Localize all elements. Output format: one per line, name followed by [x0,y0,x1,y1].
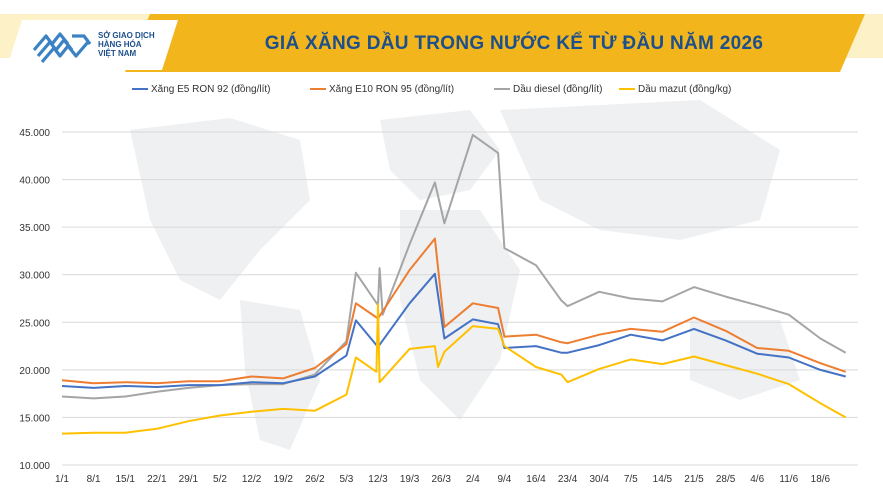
logo-line-1: SỞ GIAO DỊCH [98,31,155,40]
x-tick-label-18: 7/5 [624,474,638,485]
x-tick-label-24: 18/6 [811,474,831,485]
x-tick-label-12: 26/3 [431,474,451,485]
y-tick-label-3: 25.000 [19,318,50,329]
x-tick-label-22: 4/6 [750,474,764,485]
legend-item-mazut: Dầu mazut (đồng/kg) [619,84,731,95]
legend-label-e10: Xăng E10 RON 95 (đồng/lít) [329,84,455,95]
logo-text: SỞ GIAO DỊCH HÀNG HÓA VIỆT NAM [98,31,155,58]
chart-title: GIÁ XĂNG DẦU TRONG NƯỚC KỂ TỪ ĐẦU NĂM 20… [264,33,764,54]
y-tick-label-6: 40.000 [19,176,50,187]
legend-item-e5: Xăng E5 RON 92 (đồng/lít) [132,84,271,95]
x-tick-label-13: 2/4 [466,474,480,485]
legend-item-e10: Xăng E10 RON 95 (đồng/lít) [310,84,454,95]
legend-label-e5: Xăng E5 RON 92 (đồng/lít) [151,84,271,95]
x-tick-label-10: 12/3 [368,474,388,485]
y-tick-label-4: 30.000 [19,271,50,282]
series-line-e10 [61,237,847,385]
legend-swatch-diesel [494,88,510,91]
x-tick-label-23: 11/6 [779,474,798,485]
x-tick-label-16: 23/4 [558,474,578,485]
x-tick-label-0: 1/1 [55,474,69,485]
y-tick-label-7: 45.000 [19,128,50,139]
x-tick-label-11: 19/3 [400,474,420,485]
x-tick-label-9: 5/3 [339,474,353,485]
legend-swatch-e5 [132,88,148,91]
x-tick-label-3: 22/1 [147,474,167,485]
x-tick-label-2: 15/1 [115,474,135,485]
y-tick-label-1: 15.000 [19,413,50,424]
x-tick-label-15: 16/4 [526,474,546,485]
x-tick-label-17: 30/4 [589,474,609,485]
y-tick-label-0: 10.000 [19,461,50,472]
logo-line-2: HÀNG HÓA [98,40,142,49]
legend-swatch-mazut [619,88,635,91]
x-tick-label-5: 5/2 [213,474,227,485]
series-line-mazut [61,303,847,435]
series-line-diesel [61,133,847,400]
y-tick-label-2: 20.000 [19,366,50,377]
x-tick-label-21: 28/5 [716,474,736,485]
x-tick-label-19: 14/5 [653,474,673,485]
x-tick-label-1: 8/1 [87,474,101,485]
x-tick-label-4: 29/1 [179,474,199,485]
legend-label-mazut: Dầu mazut (đồng/kg) [638,84,732,95]
logo-line-3: VIỆT NAM [98,49,137,58]
x-tick-label-14: 9/4 [497,474,511,485]
legend-label-diesel: Dầu diesel (đồng/lít) [513,84,603,95]
logo-icon [32,32,92,64]
series-line-e5 [61,272,846,389]
legend-item-diesel: Dầu diesel (đồng/lít) [494,84,603,95]
x-tick-label-8: 26/2 [305,474,325,485]
title-banner [0,14,883,72]
x-tick-label-7: 19/2 [273,474,293,485]
x-tick-label-6: 12/2 [242,474,262,485]
x-tick-label-20: 21/5 [684,474,704,485]
y-tick-label-5: 35.000 [19,223,50,234]
legend-swatch-e10 [310,88,326,91]
